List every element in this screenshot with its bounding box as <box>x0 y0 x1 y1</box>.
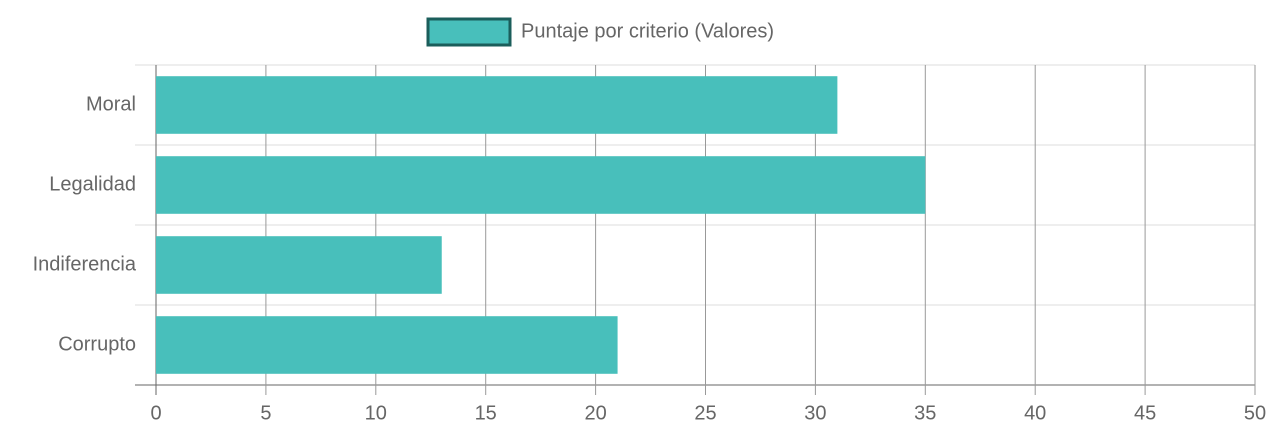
y-tick-label: Legalidad <box>49 173 136 195</box>
bar <box>156 76 838 134</box>
y-tick-label: Indiferencia <box>33 253 137 275</box>
x-tick-label: 45 <box>1134 402 1156 424</box>
x-tick-label: 0 <box>150 402 161 424</box>
x-tick-label: 5 <box>260 402 271 424</box>
y-tick-label: Moral <box>86 93 136 115</box>
legend-swatch <box>426 17 512 47</box>
x-tick-label: 20 <box>584 402 606 424</box>
bar <box>156 316 618 374</box>
x-tick-label: 10 <box>365 402 387 424</box>
x-tick-label: 40 <box>1024 402 1046 424</box>
x-tick-label: 35 <box>914 402 936 424</box>
x-tick-label: 25 <box>694 402 716 424</box>
legend-label: Puntaje por criterio (Valores) <box>521 20 774 42</box>
x-tick-label: 50 <box>1244 402 1266 424</box>
bar <box>156 156 926 214</box>
y-tick-label: Corrupto <box>58 333 136 355</box>
bar <box>156 236 442 294</box>
x-tick-label: 15 <box>475 402 497 424</box>
x-tick-label: 30 <box>804 402 826 424</box>
